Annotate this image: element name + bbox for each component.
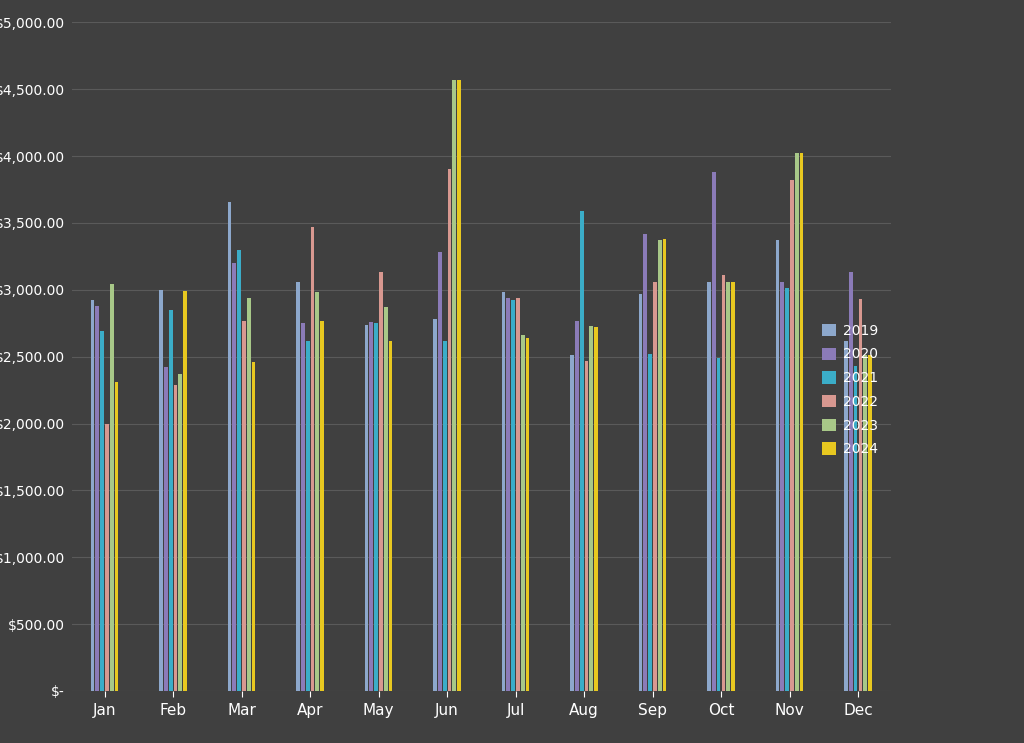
Bar: [858, 299, 862, 691]
Bar: [708, 282, 711, 691]
Bar: [169, 310, 172, 691]
Bar: [370, 322, 373, 691]
Bar: [306, 340, 309, 691]
Bar: [643, 233, 647, 691]
Bar: [91, 300, 94, 691]
Bar: [365, 325, 369, 691]
Bar: [795, 153, 799, 691]
Bar: [521, 335, 524, 691]
Bar: [173, 385, 177, 691]
Bar: [100, 331, 104, 691]
Bar: [863, 355, 867, 691]
Bar: [442, 340, 446, 691]
Bar: [791, 180, 794, 691]
Bar: [438, 253, 441, 691]
Bar: [712, 172, 716, 691]
Bar: [653, 282, 656, 691]
Bar: [731, 282, 735, 691]
Bar: [238, 250, 241, 691]
Bar: [775, 240, 779, 691]
Bar: [726, 282, 730, 691]
Bar: [159, 290, 163, 691]
Bar: [525, 338, 529, 691]
Bar: [301, 323, 305, 691]
Bar: [590, 326, 593, 691]
Bar: [780, 282, 784, 691]
Bar: [95, 306, 99, 691]
Bar: [570, 355, 573, 691]
Bar: [657, 240, 662, 691]
Bar: [844, 340, 848, 691]
Bar: [502, 293, 506, 691]
Bar: [247, 298, 251, 691]
Bar: [315, 293, 319, 691]
Bar: [115, 382, 119, 691]
Bar: [164, 367, 168, 691]
Bar: [321, 320, 324, 691]
Bar: [717, 358, 721, 691]
Bar: [389, 340, 392, 691]
Bar: [447, 169, 452, 691]
Bar: [232, 263, 237, 691]
Legend: 2019, 2020, 2021, 2022, 2023, 2024: 2019, 2020, 2021, 2022, 2023, 2024: [817, 318, 884, 462]
Bar: [663, 239, 667, 691]
Bar: [639, 293, 642, 691]
Bar: [854, 366, 857, 691]
Bar: [183, 291, 187, 691]
Bar: [722, 275, 725, 691]
Bar: [379, 273, 383, 691]
Bar: [580, 211, 584, 691]
Bar: [105, 424, 109, 691]
Bar: [594, 327, 598, 691]
Bar: [868, 355, 871, 691]
Bar: [453, 80, 456, 691]
Bar: [648, 354, 652, 691]
Bar: [511, 300, 515, 691]
Bar: [785, 288, 790, 691]
Bar: [574, 320, 579, 691]
Bar: [384, 307, 388, 691]
Bar: [310, 227, 314, 691]
Bar: [296, 282, 300, 691]
Bar: [800, 153, 804, 691]
Bar: [252, 362, 255, 691]
Bar: [507, 298, 510, 691]
Bar: [516, 298, 520, 691]
Bar: [849, 273, 853, 691]
Bar: [457, 80, 461, 691]
Bar: [178, 374, 182, 691]
Bar: [110, 285, 114, 691]
Bar: [227, 201, 231, 691]
Bar: [433, 319, 437, 691]
Bar: [585, 360, 589, 691]
Bar: [242, 320, 246, 691]
Bar: [374, 323, 378, 691]
